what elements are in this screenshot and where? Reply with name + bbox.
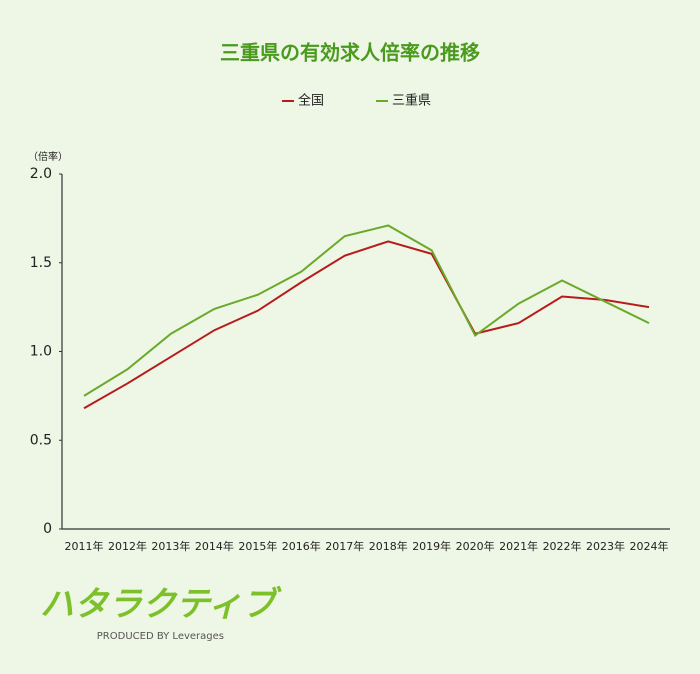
legend-label: 全国 (298, 93, 324, 109)
legend-label: 三重県 (392, 93, 431, 109)
y-tick-label: 1.5 (30, 255, 52, 271)
logo-tagline: PRODUCED BY Leverages (97, 631, 224, 642)
x-tick-label: 2013年 (151, 539, 190, 553)
y-tick-label: 1.0 (30, 344, 52, 360)
x-tick-label: 2019年 (412, 539, 451, 553)
chart-title: 三重県の有効求人倍率の推移 (220, 41, 480, 65)
x-tick-label: 2015年 (238, 539, 277, 553)
x-tick-label: 2011年 (65, 539, 104, 553)
x-tick-label: 2012年 (108, 539, 147, 553)
x-tick-label: 2018年 (369, 539, 408, 553)
y-tick-label: 0 (43, 521, 52, 537)
y-tick-label: 0.5 (30, 432, 52, 448)
x-tick-label: 2014年 (195, 539, 234, 553)
x-tick-label: 2017年 (325, 539, 364, 553)
x-tick-label: 2024年 (630, 539, 669, 553)
x-tick-label: 2020年 (456, 539, 495, 553)
line-series (83, 240, 650, 410)
x-tick-label: 2021年 (499, 539, 538, 553)
line-series (83, 224, 650, 397)
logo: ハタラクティブ (40, 585, 282, 625)
x-tick-label: 2022年 (543, 539, 582, 553)
y-tick-label: 2.0 (30, 166, 52, 182)
y-unit: （倍率） (28, 150, 68, 163)
x-tick-label: 2023年 (586, 539, 625, 553)
x-tick-label: 2016年 (282, 539, 321, 553)
